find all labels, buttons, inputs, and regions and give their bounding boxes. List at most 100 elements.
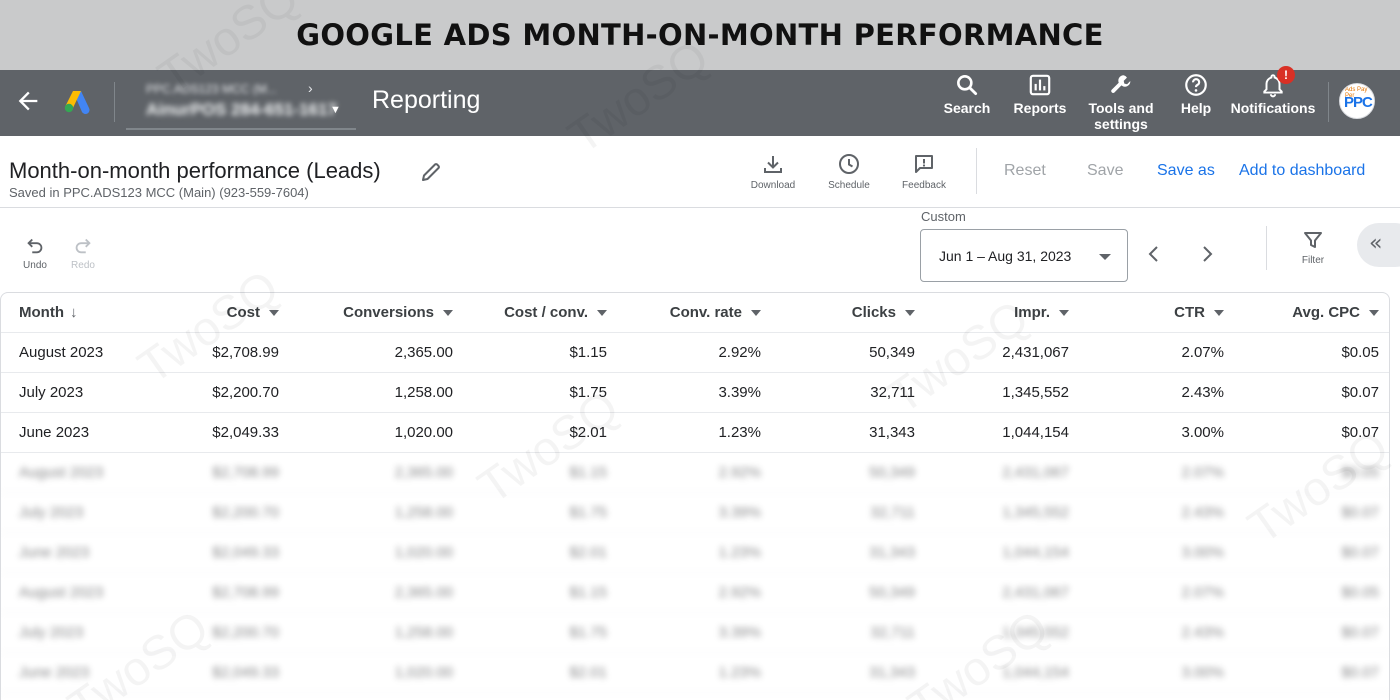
download-button[interactable]: Download bbox=[743, 152, 803, 191]
dropdown-caret-icon: ▼ bbox=[330, 104, 341, 116]
table-row[interactable]: July 2023 $2,200.70 1,258.00 $1.75 3.39% 32,7… bbox=[1, 493, 1389, 533]
filter-icon bbox=[1304, 232, 1322, 248]
table-row[interactable]: June 2023 $2,049.33 1,020.00 $2.01 1.23% 31,3… bbox=[1, 653, 1389, 693]
save-button[interactable]: Save bbox=[1087, 162, 1124, 179]
table-header-row: Month ↓ Cost Conversions Cost / conv. Con… bbox=[1, 293, 1389, 333]
undo-label: Undo bbox=[23, 260, 47, 271]
sort-caret-icon bbox=[905, 309, 915, 316]
saved-location: Saved in PPC.ADS123 MCC (Main) (923-559-… bbox=[9, 185, 309, 200]
previous-period-icon[interactable] bbox=[1142, 242, 1166, 266]
nav-tools-settings[interactable]: Tools and settings bbox=[1086, 70, 1156, 136]
sort-caret-icon bbox=[1214, 309, 1224, 316]
reports-icon bbox=[1029, 74, 1051, 96]
table-cell: $0.07 bbox=[1341, 664, 1379, 681]
table-cell: 2,365.00 bbox=[394, 584, 453, 601]
table-cell: 31,343 bbox=[869, 544, 915, 561]
nav-label: Tools and settings bbox=[1088, 100, 1154, 132]
table-row[interactable]: July 2023 $2,200.70 1,258.00 $1.75 3.39% 32,7… bbox=[1, 373, 1389, 413]
sort-caret-icon bbox=[597, 309, 607, 316]
avatar-caption: Ads Pay Per bbox=[1345, 87, 1368, 99]
app-title: Reporting bbox=[372, 86, 481, 114]
table-cell: June 2023 bbox=[19, 664, 90, 681]
edit-pencil-icon[interactable] bbox=[419, 160, 443, 184]
date-range-select[interactable]: Jun 1 – Aug 31, 2023 bbox=[920, 229, 1128, 282]
table-cell: 2.43% bbox=[1181, 384, 1224, 401]
table-cell: $1.15 bbox=[569, 584, 607, 601]
table-cell: 32,711 bbox=[870, 504, 915, 521]
schedule-button[interactable]: Schedule bbox=[819, 152, 879, 191]
avatar[interactable]: Ads Pay Per PPC bbox=[1339, 83, 1375, 119]
nav-reports[interactable]: Reports bbox=[1012, 70, 1068, 136]
google-ads-logo[interactable] bbox=[62, 86, 92, 116]
back-arrow-icon[interactable] bbox=[14, 87, 42, 115]
search-icon bbox=[957, 75, 978, 96]
reset-button[interactable]: Reset bbox=[1004, 162, 1046, 179]
table-row[interactable]: June 2023 $2,049.33 1,020.00 $2.01 1.23% 31,3… bbox=[1, 413, 1389, 453]
clock-icon bbox=[839, 154, 859, 174]
table-cell: 1.23% bbox=[718, 424, 761, 441]
table-cell: July 2023 bbox=[19, 624, 84, 641]
redo-button[interactable]: Redo bbox=[63, 234, 103, 271]
page-banner: GOOGLE ADS MONTH-ON-MONTH PERFORMANCE bbox=[0, 0, 1400, 70]
table-cell: $0.05 bbox=[1341, 344, 1379, 361]
table-row[interactable]: August 2023 $2,708.99 2,365.00 $1.15 2.92% 50… bbox=[1, 453, 1389, 493]
account-selector[interactable]: PPC.ADS123 MCC (M... › AinurPOS 284-651-… bbox=[126, 78, 356, 130]
sort-caret-icon bbox=[1369, 309, 1379, 316]
add-to-dashboard-button[interactable]: Add to dashboard bbox=[1239, 162, 1366, 179]
next-period-icon[interactable] bbox=[1195, 242, 1219, 266]
column-header-label: CTR bbox=[1174, 304, 1205, 321]
report-header: Month-on-month performance (Leads) Saved… bbox=[0, 136, 1400, 208]
table-cell: $0.07 bbox=[1341, 504, 1379, 521]
table-cell: 2.07% bbox=[1181, 464, 1224, 481]
save-as-button[interactable]: Save as bbox=[1157, 162, 1215, 179]
table-cell: 32,711 bbox=[870, 624, 915, 641]
chevron-right-icon: › bbox=[308, 80, 313, 96]
table-cell: 2,431,067 bbox=[1002, 584, 1069, 601]
nav-notifications[interactable]: ! Notifications bbox=[1230, 66, 1316, 136]
column-header-ctr[interactable]: CTR bbox=[1091, 293, 1224, 332]
table-cell: 3.39% bbox=[718, 384, 761, 401]
column-header-cost-per-conv[interactable]: Cost / conv. bbox=[471, 293, 607, 332]
table-cell: $0.07 bbox=[1341, 424, 1379, 441]
table-cell: 2,365.00 bbox=[394, 464, 453, 481]
nav-label: Notifications bbox=[1230, 100, 1316, 116]
column-header-month[interactable]: Month ↓ bbox=[19, 293, 169, 332]
table-cell: 3.39% bbox=[718, 504, 761, 521]
table-cell: 50,349 bbox=[869, 344, 915, 361]
filter-button[interactable]: Filter bbox=[1295, 228, 1331, 266]
account-manager-name: PPC.ADS123 MCC (M... bbox=[146, 82, 277, 96]
sort-caret-icon bbox=[269, 309, 279, 316]
column-header-avg-cpc[interactable]: Avg. CPC bbox=[1241, 293, 1379, 332]
nav-label: Reports bbox=[1013, 100, 1067, 116]
nav-search[interactable]: Search bbox=[942, 70, 992, 136]
table-cell: 1,020.00 bbox=[394, 664, 453, 681]
table-cell: 1,345,552 bbox=[1002, 504, 1069, 521]
column-header-conv-rate[interactable]: Conv. rate bbox=[621, 293, 761, 332]
table-cell: $0.07 bbox=[1341, 624, 1379, 641]
table-row[interactable]: August 2023 $2,708.99 2,365.00 $1.15 2.92% 50… bbox=[1, 333, 1389, 373]
column-header-conversions[interactable]: Conversions bbox=[301, 293, 453, 332]
double-chevron-left-icon: « bbox=[1369, 231, 1383, 256]
redo-icon bbox=[75, 238, 91, 254]
column-header-label: Avg. CPC bbox=[1292, 304, 1360, 321]
column-header-impr[interactable]: Impr. bbox=[931, 293, 1069, 332]
schedule-label: Schedule bbox=[828, 180, 870, 191]
column-header-label: Cost / conv. bbox=[504, 304, 588, 321]
table-cell: 50,349 bbox=[869, 464, 915, 481]
column-header-cost[interactable]: Cost bbox=[151, 293, 279, 332]
table-cell: 1.23% bbox=[718, 544, 761, 561]
feedback-button[interactable]: Feedback bbox=[894, 152, 954, 191]
table-row[interactable]: June 2023 $2,049.33 1,020.00 $2.01 1.23% 31,3… bbox=[1, 533, 1389, 573]
sort-down-arrow-icon: ↓ bbox=[69, 304, 78, 321]
sort-caret-icon bbox=[751, 309, 761, 316]
column-header-clicks[interactable]: Clicks bbox=[781, 293, 915, 332]
table-cell: 2.92% bbox=[718, 584, 761, 601]
table-cell: $2,049.33 bbox=[212, 424, 279, 441]
table-cell: 3.00% bbox=[1181, 424, 1224, 441]
nav-help[interactable]: Help bbox=[1178, 70, 1214, 136]
collapse-panel-button[interactable]: « bbox=[1357, 223, 1400, 267]
table-row[interactable]: August 2023 $2,708.99 2,365.00 $1.15 2.92% 50… bbox=[1, 573, 1389, 613]
undo-button[interactable]: Undo bbox=[15, 234, 55, 271]
table-row[interactable]: July 2023 $2,200.70 1,258.00 $1.75 3.39% 32,7… bbox=[1, 613, 1389, 653]
appbar-divider bbox=[1328, 82, 1329, 122]
